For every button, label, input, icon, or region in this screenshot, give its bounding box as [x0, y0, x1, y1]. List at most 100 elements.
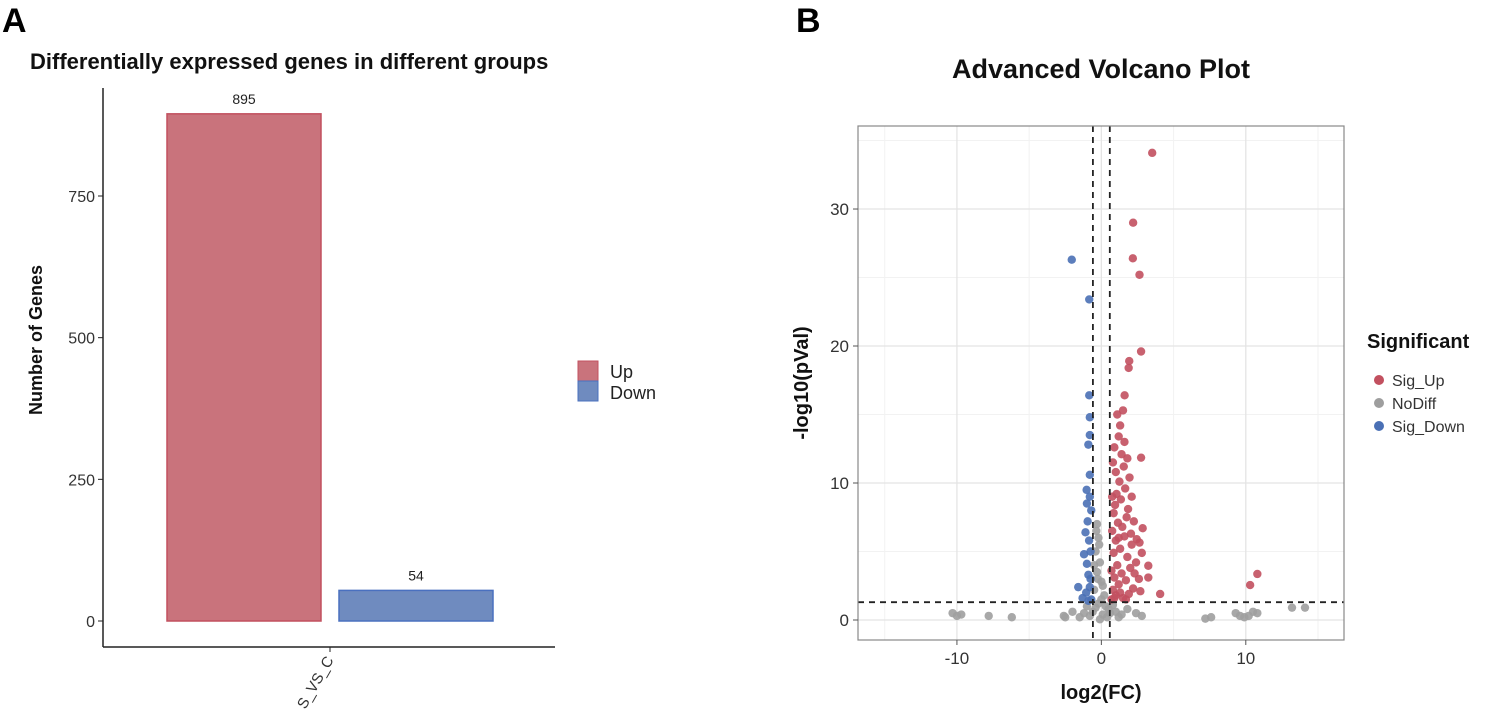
point-nodiff [1114, 613, 1123, 622]
bar-x-tick-label: S_VS_C [294, 653, 338, 711]
point-sig-up [1110, 593, 1119, 603]
point-nodiff [1300, 603, 1310, 612]
point-nodiff [1253, 608, 1262, 618]
point-sig-up [1128, 218, 1138, 227]
point-sig-down [1085, 470, 1095, 479]
point-sig-up [1114, 533, 1123, 543]
volcano-x-axis-label: log2(FC) [1060, 682, 1141, 704]
volcano-y-axis-label: -log10(pVal) [791, 326, 813, 439]
legend-label-sig-up: Sig_Up [1392, 373, 1445, 390]
point-nodiff [1093, 574, 1102, 584]
point-sig-up [1132, 534, 1141, 544]
panel-label-a: A [2, 2, 27, 40]
bar-data-label: 54 [408, 567, 424, 583]
point-sig-down [1082, 485, 1091, 495]
point-sig-up [1121, 576, 1131, 585]
legend-label-up: Up [610, 362, 633, 382]
point-sig-up [1111, 467, 1121, 477]
point-sig-up [1136, 453, 1146, 462]
point-sig-down [1085, 295, 1094, 304]
point-nodiff [1206, 613, 1216, 622]
point-sig-down [1067, 255, 1076, 264]
bar-legend: Up Down [577, 360, 656, 403]
point-sig-up [1126, 529, 1136, 538]
point-nodiff [1123, 604, 1132, 614]
point-sig-up [1136, 347, 1146, 356]
point-sig-up [1144, 573, 1153, 582]
point-nodiff [1098, 581, 1108, 590]
point-sig-down [1081, 528, 1090, 537]
legend-label-nodiff: NoDiff [1392, 396, 1437, 413]
point-sig-down [1085, 430, 1095, 440]
point-sig-down [1083, 517, 1092, 526]
point-sig-up [1115, 477, 1124, 486]
point-sig-up [1127, 492, 1136, 501]
point-sig-up [1116, 495, 1126, 504]
point-sig-up [1110, 573, 1119, 582]
point-sig-up [1135, 270, 1144, 279]
point-sig-up [1110, 500, 1120, 510]
point-sig-up [1123, 504, 1133, 514]
point-sig-down [1085, 492, 1095, 501]
bar-y-axis-label: Number of Genes [26, 265, 46, 415]
volcano-title: Advanced Volcano Plot [952, 54, 1250, 84]
point-nodiff [1059, 611, 1069, 621]
point-sig-up [1128, 254, 1138, 263]
volcano-legend: Significant Sig_Up NoDiff Sig_Down [1367, 331, 1470, 436]
volcano-y-tick-label: 0 [840, 611, 849, 630]
volcano-x-tick-label: 10 [1236, 649, 1255, 668]
point-sig-up [1119, 462, 1128, 471]
point-sig-up [1120, 437, 1129, 447]
point-nodiff [1007, 613, 1017, 622]
volcano-x-tick-label: 0 [1097, 649, 1106, 668]
volcano-y-tick-label: 10 [830, 474, 849, 493]
point-sig-down [1085, 413, 1095, 422]
point-sig-up [1129, 517, 1139, 526]
point-sig-up [1131, 558, 1141, 567]
point-sig-up [1137, 548, 1147, 558]
point-nodiff [1094, 533, 1103, 543]
point-sig-up [1118, 406, 1128, 415]
point-nodiff [1095, 615, 1105, 624]
panel-label-b: B [796, 2, 821, 40]
bar-y-tick-label: 0 [86, 614, 95, 631]
point-nodiff [984, 611, 993, 621]
point-sig-up [1115, 544, 1125, 553]
bar-y-tick-label: 500 [68, 331, 95, 348]
point-sig-up [1120, 391, 1129, 400]
point-nodiff [1137, 611, 1147, 621]
point-sig-up [1138, 524, 1147, 533]
bar-up [166, 113, 322, 622]
point-sig-up [1122, 513, 1131, 522]
point-sig-up [1155, 589, 1165, 599]
point-sig-up [1109, 548, 1118, 558]
point-sig-up [1114, 580, 1123, 589]
point-sig-up [1130, 569, 1139, 578]
point-sig-up [1120, 484, 1130, 493]
volcano-y-tick-label: 20 [830, 337, 849, 356]
bar-down [338, 589, 494, 622]
point-sig-up [1125, 356, 1134, 366]
point-sig-up [1144, 561, 1153, 570]
point-sig-up [1136, 587, 1145, 596]
bar-chart-title: Differentially expressed genes in differ… [30, 49, 548, 74]
point-sig-up [1125, 473, 1134, 482]
point-nodiff [1094, 540, 1104, 549]
point-sig-up [1147, 148, 1157, 158]
volcano-plot: Advanced Volcano Plot -10 0 10 0 10 20 30 log2… [791, 54, 1470, 704]
point-sig-down [1084, 596, 1093, 606]
bar-data-label: 895 [232, 91, 256, 107]
point-sig-up [1118, 522, 1127, 532]
point-sig-down [1082, 499, 1092, 508]
legend-label-down: Down [610, 383, 656, 403]
point-sig-down [1079, 550, 1089, 559]
point-sig-down [1084, 440, 1093, 449]
legend-swatch-down [577, 380, 599, 402]
bar-y-tick-label: 750 [68, 189, 95, 206]
point-nodiff [1092, 519, 1102, 529]
bar-y-tick-label: 250 [68, 472, 95, 489]
point-sig-up [1109, 508, 1118, 518]
point-nodiff [957, 610, 966, 619]
point-sig-up [1108, 458, 1118, 467]
